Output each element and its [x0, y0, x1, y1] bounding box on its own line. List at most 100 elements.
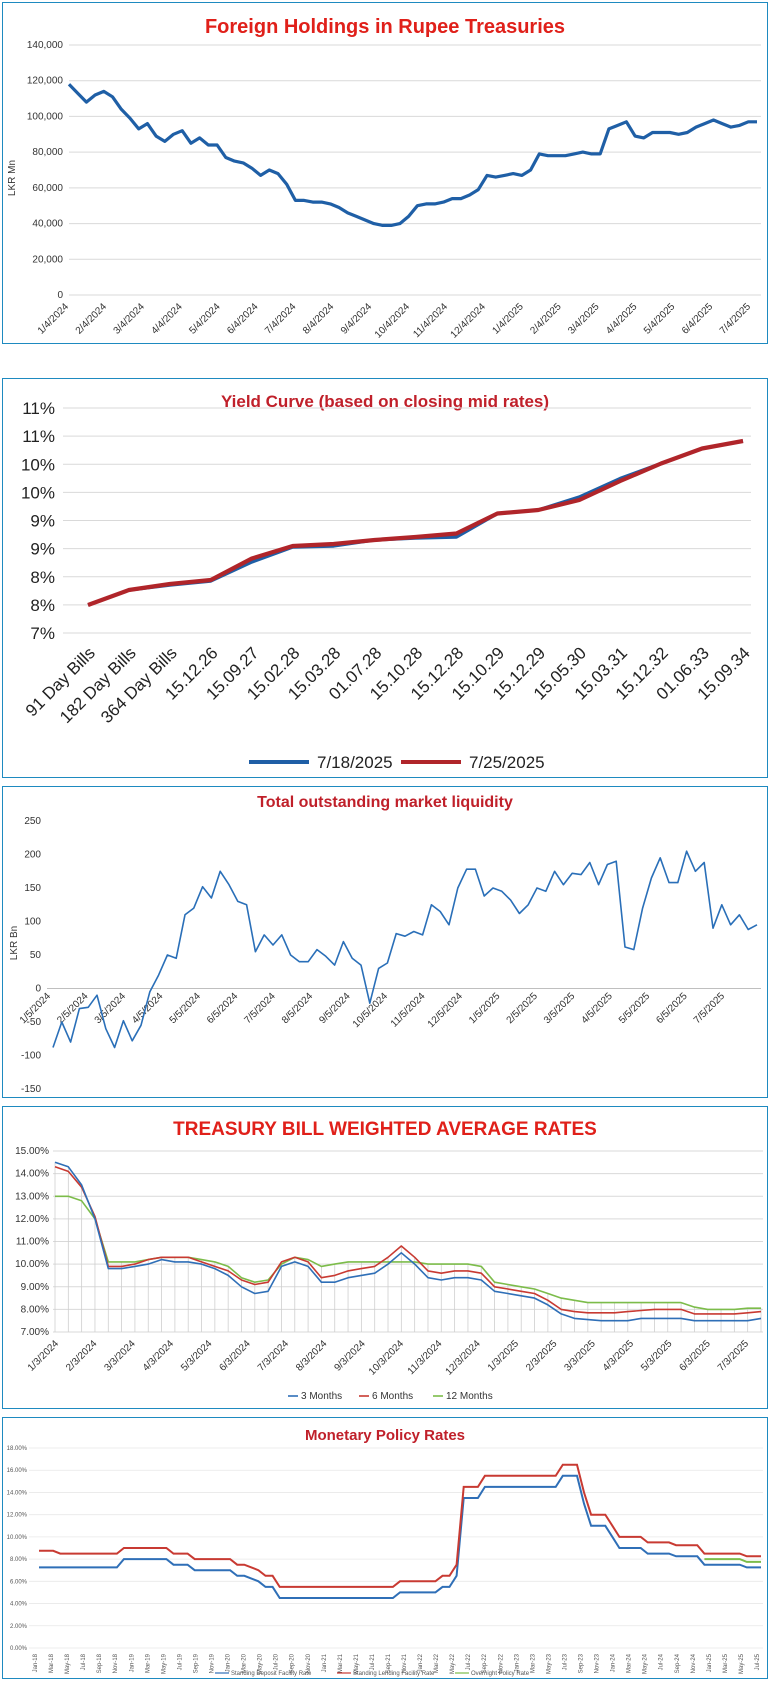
y-tick-label: 100	[24, 917, 41, 928]
market-liquidity-panel: Total outstanding market liquidity LKR B…	[2, 786, 768, 1098]
series-line-3-months	[54, 1161, 762, 1322]
x-tick-label: 3/4/2025	[566, 301, 602, 337]
x-tick-label: 7/3/2025	[716, 1338, 752, 1374]
x-tick-label: May-25	[739, 1653, 745, 1674]
x-tick-label: Mar-22	[434, 1653, 440, 1673]
x-tick-label: Mar-20	[242, 1653, 248, 1673]
x-tick-label: 9/3/2024	[332, 1338, 368, 1374]
x-tick-label: 1/4/2025	[490, 301, 526, 337]
x-tick-label: 2/4/2024	[74, 301, 110, 337]
x-tick-label: Nov-23	[595, 1653, 601, 1673]
yield-curve-chart: Yield Curve (based on closing mid rates)…	[21, 392, 754, 772]
policy-rates-panel: Monetary Policy Rates 0.00% 2.00% 4.00% 6.0…	[2, 1417, 768, 1679]
x-tick-label: 8/3/2024	[294, 1338, 330, 1374]
x-tick-label: 1/3/2024	[26, 1338, 62, 1374]
x-tick-label: Jul-23	[562, 1653, 568, 1670]
x-tick-label: 4/3/2025	[601, 1338, 637, 1374]
legend-label: Standing Lending Facility Rate	[353, 1671, 435, 1677]
y-tick-label: 15.00%	[15, 1146, 49, 1157]
x-tick-label: 7/5/2025	[692, 991, 728, 1027]
x-tick-label: Jan-20	[226, 1653, 232, 1672]
y-tick-label: 9%	[30, 540, 55, 559]
y-tick-label: 8%	[30, 568, 55, 587]
x-tick-label: 4/4/2024	[149, 301, 185, 337]
x-tick-label: 6/4/2025	[680, 301, 716, 337]
x-tick-label: Jul-18	[81, 1653, 87, 1670]
legend-label: 7/25/2025	[469, 753, 545, 772]
x-tick-label: 11/5/2024	[389, 991, 428, 1030]
y-tick-label: -150	[21, 1084, 41, 1095]
x-tick-label: 5/5/2024	[168, 991, 204, 1027]
x-tick-label: 9/5/2024	[317, 991, 353, 1027]
x-tick-label: Jan-19	[129, 1653, 135, 1672]
y-tick-label: 8.00%	[10, 1557, 28, 1563]
x-tick-label: May-22	[450, 1653, 456, 1674]
y-tick-label: 16.00%	[7, 1468, 28, 1474]
y-tick-label: 7.00%	[21, 1327, 49, 1338]
x-tick-label: Jul-21	[370, 1653, 376, 1670]
series-line-standing-lending	[39, 1463, 761, 1588]
x-tick-label: Mar-25	[723, 1653, 729, 1673]
x-tick-label: May-21	[354, 1653, 360, 1674]
x-tick-label: 5/3/2024	[179, 1338, 215, 1374]
x-tick-label: 5/4/2025	[642, 301, 678, 337]
y-tick-label: 20,000	[32, 254, 63, 265]
y-tick-label: 10%	[21, 455, 55, 474]
chart-title: Total outstanding market liquidity	[257, 794, 513, 811]
y-tick-label: 8%	[30, 596, 55, 615]
x-tick-label: May-18	[65, 1653, 71, 1674]
x-tick-label: Nov-21	[402, 1653, 408, 1673]
series-line-standing-deposit	[39, 1474, 761, 1599]
y-tick-label: 9.00%	[21, 1282, 49, 1293]
chart-title: TREASURY BILL WEIGHTED AVERAGE RATES	[173, 1119, 597, 1140]
x-tick-label: 5/5/2025	[617, 991, 653, 1027]
x-tick-label: 8/5/2024	[280, 991, 316, 1027]
x-tick-label: Nov-19	[209, 1653, 215, 1673]
x-tick-label: Nov-22	[498, 1653, 504, 1673]
y-tick-label: 8.00%	[21, 1304, 49, 1315]
x-tick-label: Nov-20	[306, 1653, 312, 1673]
x-tick-label: 6/4/2024	[225, 301, 261, 337]
y-tick-label: 11%	[22, 399, 55, 418]
foreign-holdings-chart: Foreign Holdings in Rupee Treasuries LKR…	[7, 16, 761, 341]
y-tick-label: 150	[24, 883, 41, 894]
x-tick-label: Jul-25	[755, 1653, 761, 1670]
y-tick-label: 2.00%	[10, 1624, 28, 1630]
x-tick-label: May-20	[258, 1653, 264, 1674]
x-tick-label: Mar-24	[627, 1653, 633, 1673]
x-tick-label: 1/3/2025	[486, 1338, 522, 1374]
tbill-rates-panel: TREASURY BILL WEIGHTED AVERAGE RATES 7.0…	[2, 1106, 768, 1409]
y-tick-label: 60,000	[32, 183, 63, 194]
yield-curve-panel: Yield Curve (based on closing mid rates)…	[2, 378, 768, 778]
x-tick-label: 5/3/2025	[639, 1338, 675, 1374]
x-tick-label: 9/4/2024	[339, 301, 375, 337]
y-tick-label: 13.00%	[15, 1191, 49, 1202]
x-tick-label: 10/4/2024	[373, 301, 413, 341]
y-axis-label: LKR Mn	[7, 160, 18, 196]
x-tick-label: 4/4/2025	[604, 301, 640, 337]
y-tick-label: 0.00%	[10, 1646, 28, 1652]
y-tick-label: 14.00%	[7, 1490, 28, 1496]
policy-rates-chart: Monetary Policy Rates 0.00% 2.00% 4.00% 6.0…	[7, 1427, 763, 1677]
x-tick-label: 1/5/2025	[467, 991, 503, 1027]
y-tick-label: 0	[35, 984, 41, 995]
x-tick-label: Mar-21	[338, 1653, 344, 1673]
y-tick-label: 200	[24, 850, 41, 861]
y-tick-label: 10.00%	[7, 1535, 28, 1541]
series-line-6-months	[54, 1166, 762, 1315]
x-tick-label: Jan-23	[514, 1653, 520, 1672]
chart-title: Foreign Holdings in Rupee Treasuries	[205, 16, 565, 38]
x-tick-label: Jul-19	[177, 1653, 183, 1670]
x-tick-label: 6/5/2025	[654, 991, 690, 1027]
x-tick-label: 12/4/2024	[449, 301, 489, 341]
x-tick-label: 3/4/2024	[112, 301, 148, 337]
x-tick-label: Jan-18	[33, 1653, 39, 1672]
x-tick-label: 4/3/2024	[141, 1338, 177, 1374]
x-tick-label: Sep-19	[193, 1653, 199, 1673]
x-tick-label: 6/3/2025	[677, 1338, 713, 1374]
x-tick-label: 7/3/2024	[256, 1338, 292, 1374]
x-tick-label: 10/5/2024	[351, 991, 391, 1031]
y-tick-label: 50	[30, 950, 42, 961]
x-tick-label: 8/4/2024	[301, 301, 337, 337]
x-tick-label: Mar-18	[49, 1653, 55, 1673]
